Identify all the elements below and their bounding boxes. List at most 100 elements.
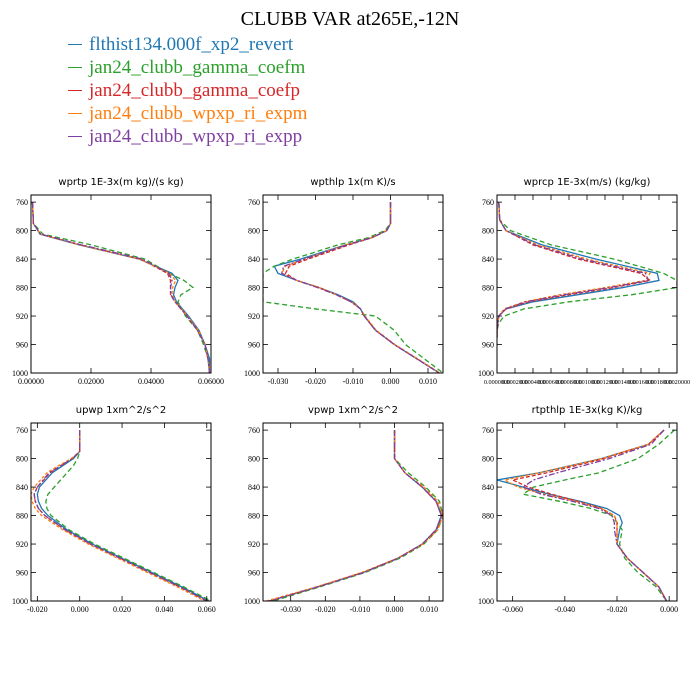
series-line <box>273 202 440 373</box>
legend-swatch <box>68 67 82 68</box>
legend-item: jan24_clubb_gamma_coefm <box>68 56 307 79</box>
series-line <box>502 429 668 601</box>
x-tick-label: 0.02000 <box>78 377 104 386</box>
legend-item: jan24_clubb_wpxp_ri_expm <box>68 102 307 125</box>
legend-label: jan24_clubb_gamma_coefm <box>89 56 306 78</box>
y-tick-label: 840 <box>482 483 494 492</box>
series-line <box>284 202 440 373</box>
legend-swatch <box>68 113 82 114</box>
series-line <box>36 430 210 601</box>
legend-item: jan24_clubb_gamma_coefp <box>68 79 307 102</box>
plot-frame <box>496 422 678 602</box>
legend-swatch <box>68 44 82 45</box>
y-tick-label: 800 <box>248 455 260 464</box>
series-line <box>521 429 675 601</box>
series-line <box>269 430 443 601</box>
x-tick-label: 0.000 <box>660 605 678 614</box>
x-tick-label: 0.0012000 <box>592 379 618 386</box>
series-line <box>521 429 668 601</box>
x-tick-label: 0.0016000 <box>628 379 654 386</box>
x-tick-label: 0.0010000 <box>574 379 600 386</box>
subplot: rtpthlp 1E-3x(kg K)/kg 760 800 840 880 920 960… <box>478 405 678 614</box>
plot-frame <box>30 422 212 602</box>
y-tick-label: 960 <box>16 569 28 578</box>
x-tick-label: 0.06000 <box>198 377 224 386</box>
y-tick-label: 1000 <box>478 597 494 606</box>
series-line <box>273 430 443 601</box>
legend-label: jan24_clubb_wpxp_ri_expp <box>89 125 303 147</box>
series-line <box>280 202 441 373</box>
x-tick-label: -0.020 <box>27 605 48 614</box>
x-tick-label: -0.030 <box>280 605 301 614</box>
y-tick-label: 960 <box>482 341 494 350</box>
series-line <box>31 202 211 373</box>
x-tick-label: 0.010 <box>420 605 438 614</box>
y-tick-label: 880 <box>248 284 260 293</box>
series-line <box>31 430 205 601</box>
x-tick-label: 0.000 <box>71 605 89 614</box>
x-tick-label: 0.010 <box>419 377 437 386</box>
x-tick-label: 0.000 <box>382 377 400 386</box>
y-tick-label: 840 <box>16 483 28 492</box>
y-tick-label: 840 <box>482 255 494 264</box>
x-tick-label: 0.0018000 <box>646 379 672 386</box>
y-tick-label: 960 <box>248 341 260 350</box>
legend: flthist134.000f_xp2_revert jan24_clubb_ga… <box>68 33 307 148</box>
y-tick-label: 1000 <box>12 597 28 606</box>
legend-label: jan24_clubb_wpxp_ri_expm <box>89 102 308 124</box>
x-tick-label: -0.060 <box>502 605 523 614</box>
x-tick-label: 0.040 <box>155 605 173 614</box>
y-tick-label: 960 <box>16 341 28 350</box>
y-tick-label: 760 <box>248 198 260 207</box>
y-tick-label: 840 <box>16 255 28 264</box>
y-tick-label: 800 <box>16 455 28 464</box>
y-tick-label: 800 <box>482 227 494 236</box>
y-tick-label: 920 <box>482 540 494 549</box>
series-line <box>33 430 208 601</box>
subplot-title: wprtp 1E-3x(m kg)/(s kg) <box>58 177 183 188</box>
series-line <box>497 202 677 338</box>
series-line <box>33 430 208 601</box>
x-tick-label: -0.010 <box>350 605 371 614</box>
x-tick-label: 0.000 <box>386 605 404 614</box>
x-tick-label: 0.04000 <box>138 377 164 386</box>
y-tick-label: 760 <box>248 426 260 435</box>
x-tick-label: 0.0004000 <box>520 379 546 386</box>
x-tick-label: -0.030 <box>268 377 289 386</box>
x-tick-label: 0.0020000 <box>664 379 690 386</box>
y-tick-label: 800 <box>248 227 260 236</box>
plot-frame <box>496 194 678 374</box>
y-tick-label: 760 <box>16 198 28 207</box>
y-tick-label: 920 <box>16 312 28 321</box>
x-tick-label: 0.00000 <box>18 377 44 386</box>
legend-item: jan24_clubb_wpxp_ri_expp <box>68 125 307 148</box>
series-line <box>31 202 211 373</box>
y-tick-label: 880 <box>16 284 28 293</box>
series-line <box>280 202 440 373</box>
subplot: wpthlp 1x(m K)/s 760 800 840 880 920 960 1000 -0… <box>244 177 444 386</box>
y-tick-label: 760 <box>482 426 494 435</box>
subplot: upwp 1xm^2/s^2 760 800 840 880 920 960 1000-0.0… <box>12 405 216 614</box>
y-tick-label: 760 <box>16 426 28 435</box>
y-tick-label: 960 <box>482 569 494 578</box>
y-tick-label: 1000 <box>12 369 28 378</box>
y-tick-label: 840 <box>248 255 260 264</box>
x-tick-label: 0.0008000 <box>556 379 582 386</box>
legend-swatch <box>68 90 82 91</box>
subplot-title: wpthlp 1x(m K)/s <box>310 177 395 188</box>
x-tick-label: -0.040 <box>554 605 575 614</box>
x-tick-label: 0.0006000 <box>538 379 564 386</box>
y-tick-label: 800 <box>482 455 494 464</box>
series-line <box>31 202 211 373</box>
series-line <box>31 202 211 373</box>
series-line <box>510 429 668 601</box>
y-tick-label: 920 <box>16 540 28 549</box>
x-tick-label: 0.020 <box>113 605 131 614</box>
x-tick-label: -0.020 <box>607 605 628 614</box>
subplot: wprtp 1E-3x(m kg)/(s kg) 760 800 840 880 920 9… <box>12 177 224 386</box>
series-line <box>263 202 443 373</box>
subplot: wprcp 1E-3x(m/s) (kg/kg) 760 800 840 880 920 9… <box>478 177 690 386</box>
y-tick-label: 1000 <box>244 369 260 378</box>
legend-item: flthist134.000f_xp2_revert <box>68 33 307 56</box>
x-tick-label: -0.020 <box>315 605 336 614</box>
